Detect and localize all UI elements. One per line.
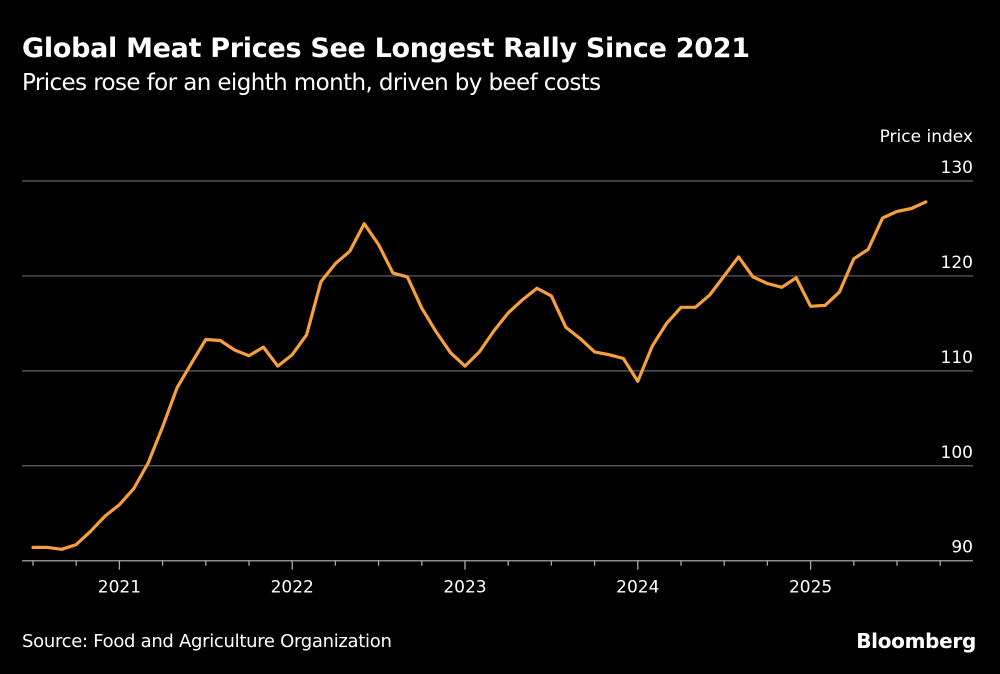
y-axis-label: Price index xyxy=(880,127,973,147)
x-tick-label: 2024 xyxy=(616,578,659,598)
gridlines xyxy=(22,180,973,562)
source-note: Source: Food and Agriculture Organizatio… xyxy=(22,631,392,652)
y-tick-label: 100 xyxy=(941,443,973,463)
y-tick-label: 130 xyxy=(941,158,973,178)
x-tick-label: 2023 xyxy=(443,578,486,598)
chart-title: Global Meat Prices See Longest Rally Sin… xyxy=(22,33,750,64)
chart-subtitle: Prices rose for an eighth month, driven … xyxy=(22,70,601,96)
series-line xyxy=(31,200,928,551)
y-tick-label: 120 xyxy=(941,253,973,273)
bloomberg-logo: Bloomberg xyxy=(856,629,976,653)
y-tick-label: 90 xyxy=(951,538,973,558)
x-tick-label: 2022 xyxy=(271,578,314,598)
y-tick-label: 110 xyxy=(941,348,973,368)
x-tick-label: 2021 xyxy=(98,578,141,598)
x-tick-label: 2025 xyxy=(789,578,832,598)
y-axis: Price index 90 100 110 120 130 xyxy=(880,127,973,558)
x-axis: 2021 2022 2023 2024 2025 xyxy=(32,560,941,598)
